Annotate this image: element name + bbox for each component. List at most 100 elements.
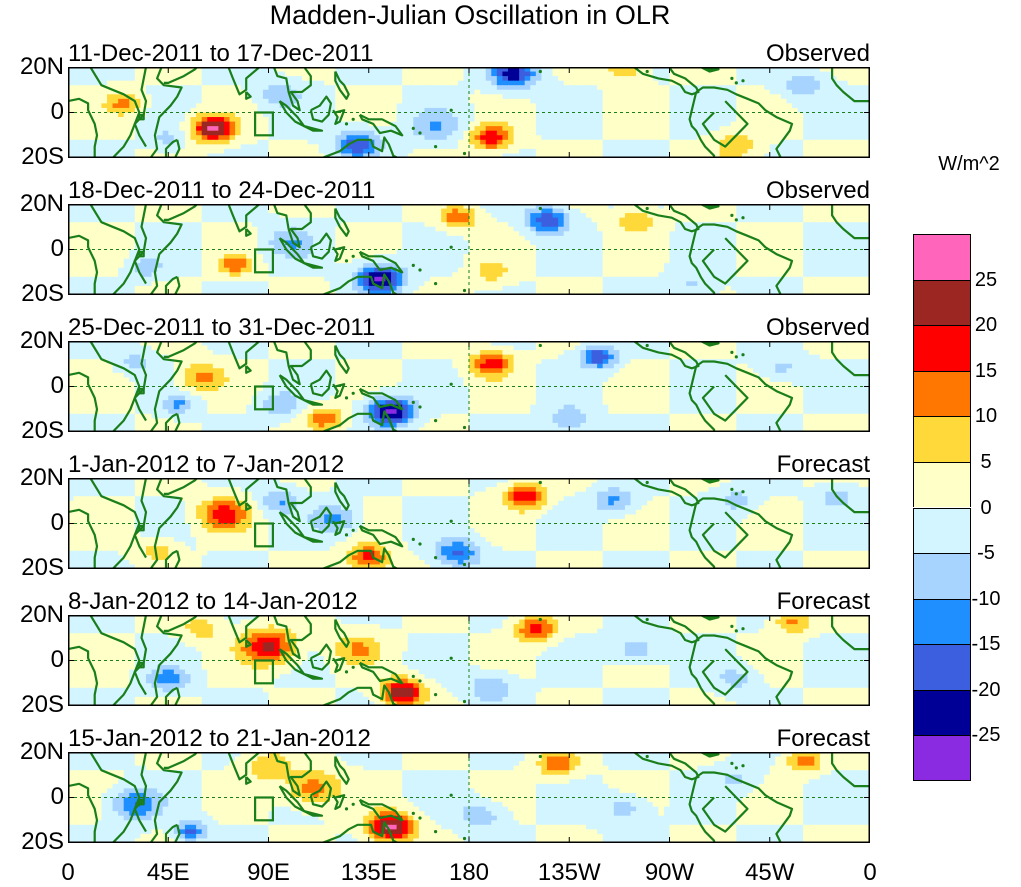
heatmap-cell — [530, 222, 537, 228]
heatmap-cell — [145, 67, 153, 73]
heatmap-cell — [463, 226, 470, 232]
heatmap-cell — [507, 222, 515, 228]
heatmap-cell — [274, 213, 281, 219]
heatmap-cell — [106, 121, 114, 127]
heatmap-cell — [313, 249, 320, 255]
heatmap-cell — [262, 103, 270, 109]
heatmap-cell — [702, 76, 710, 82]
heatmap-cell — [585, 94, 593, 100]
heatmap-cell — [118, 112, 125, 118]
heatmap-cell — [173, 98, 180, 104]
heatmap-cell — [585, 148, 593, 155]
heatmap-cell — [597, 263, 604, 269]
heatmap-cell — [463, 244, 470, 251]
heatmap-cell — [396, 139, 403, 145]
heatmap-cell — [391, 117, 398, 123]
heatmap-cell — [140, 103, 147, 109]
heatmap-cell — [123, 244, 130, 251]
heatmap-cell — [725, 235, 732, 241]
heatmap-cell — [207, 258, 214, 264]
heatmap-cell — [279, 222, 286, 228]
heatmap-cell — [391, 213, 398, 219]
heatmap-cell — [313, 217, 320, 223]
heatmap-cell — [558, 107, 565, 114]
heatmap-cell — [535, 226, 542, 232]
heatmap-cell — [90, 226, 97, 232]
heatmap-cell — [79, 240, 86, 246]
heatmap-cell — [235, 121, 242, 127]
heatmap-cell — [764, 231, 771, 237]
heatmap-cell — [274, 94, 281, 100]
heatmap-cell — [602, 231, 609, 237]
heatmap-cell — [262, 240, 270, 246]
heatmap-cell — [842, 222, 849, 228]
heatmap-cell — [552, 103, 559, 109]
heatmap-cell — [613, 254, 620, 260]
heatmap-cell — [786, 213, 793, 219]
heatmap-cell — [95, 112, 103, 118]
heatmap-cell — [363, 263, 370, 269]
heatmap-cell — [663, 153, 671, 158]
heatmap-cell — [235, 107, 242, 114]
heatmap-cell — [597, 112, 604, 118]
heatmap-cell — [262, 67, 270, 73]
heatmap-cell — [279, 76, 286, 82]
heatmap-cell — [235, 139, 242, 145]
heatmap-cell — [697, 153, 704, 158]
heatmap-cell — [853, 85, 860, 91]
heatmap-cell — [558, 249, 565, 255]
heatmap-cell — [675, 103, 682, 109]
heatmap-cell — [630, 80, 637, 86]
heatmap-cell — [613, 217, 620, 223]
heatmap-cell — [825, 208, 832, 214]
heatmap-cell — [608, 204, 615, 210]
heatmap-cell — [619, 258, 626, 264]
heatmap-cell — [730, 103, 737, 109]
heatmap-cell — [585, 144, 593, 150]
heatmap-cell — [179, 254, 186, 260]
heatmap-cell — [814, 213, 821, 219]
heatmap-cell — [780, 226, 788, 232]
heatmap-cell — [201, 263, 208, 269]
heatmap-cell — [613, 76, 620, 82]
heatmap-cell — [129, 76, 136, 82]
heatmap-cell — [825, 67, 832, 73]
heatmap-cell — [413, 258, 420, 264]
heatmap-cell — [663, 204, 671, 210]
heatmap-cell — [675, 231, 682, 237]
heatmap-cell — [223, 112, 231, 118]
heatmap-cell — [708, 94, 715, 100]
heatmap-cell — [223, 85, 231, 91]
heatmap-cell — [240, 153, 247, 158]
heatmap-cell — [184, 222, 192, 228]
heatmap-cell — [279, 213, 286, 219]
heatmap-cell — [123, 249, 130, 255]
heatmap-cell — [474, 130, 481, 136]
heatmap-cell — [819, 139, 827, 145]
heatmap-cell — [457, 103, 465, 109]
heatmap-cell — [691, 103, 698, 109]
heatmap-cell — [741, 217, 749, 223]
heatmap-cell — [725, 67, 732, 73]
heatmap-cell — [357, 67, 364, 73]
heatmap-cell — [786, 85, 793, 91]
heatmap-cell — [352, 153, 359, 158]
heatmap-cell — [775, 85, 782, 91]
heatmap-cell — [106, 130, 114, 136]
heatmap-cell — [430, 103, 437, 109]
heatmap-cell — [485, 148, 492, 155]
heatmap-cell — [129, 117, 136, 123]
heatmap-cell — [157, 208, 164, 214]
heatmap-cell — [669, 208, 676, 214]
heatmap-cell — [513, 254, 520, 260]
heatmap-cell — [513, 130, 520, 136]
heatmap-cell — [647, 213, 654, 219]
heatmap-cell — [496, 208, 504, 214]
heatmap-cell — [279, 235, 286, 241]
heatmap-cell — [452, 231, 459, 237]
heatmap-cell — [457, 244, 465, 251]
heatmap-cell — [530, 135, 537, 141]
heatmap-cell — [819, 148, 827, 155]
heatmap-cell — [407, 254, 414, 260]
heatmap-cell — [435, 130, 442, 136]
